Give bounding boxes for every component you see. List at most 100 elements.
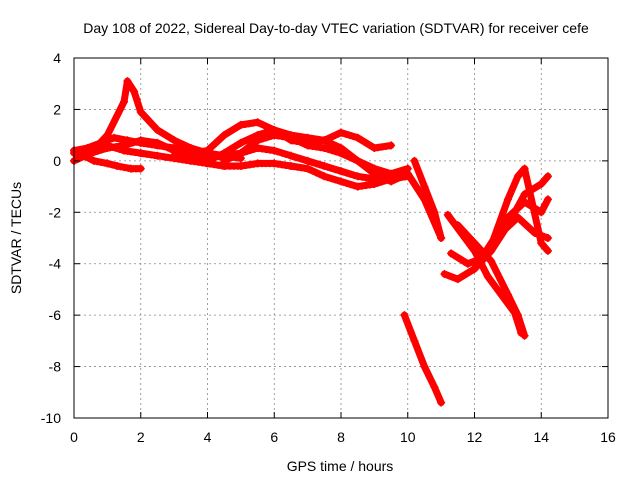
x-axis-label: GPS time / hours — [287, 458, 394, 474]
data-point — [470, 239, 479, 248]
data-point — [320, 136, 329, 145]
data-point — [387, 172, 396, 181]
y-tick-label: -4 — [49, 256, 62, 272]
data-point — [370, 164, 379, 173]
data-point — [483, 272, 492, 281]
data-point — [480, 249, 489, 258]
data-point — [90, 156, 99, 165]
data-point — [513, 213, 522, 222]
data-point — [153, 138, 162, 147]
data-point — [410, 156, 419, 165]
data-point — [270, 159, 279, 168]
x-tick-labels: 0 2 4 6 8 10 12 14 16 — [70, 429, 616, 445]
data-point — [503, 290, 512, 299]
data-point — [437, 398, 446, 407]
series-line — [204, 126, 395, 165]
data-point — [543, 195, 552, 204]
data-point — [130, 87, 139, 96]
data-point — [437, 234, 446, 242]
data-point — [420, 362, 429, 371]
y-tick-label: 4 — [53, 50, 61, 66]
data-point — [337, 149, 345, 158]
y-axis-label: SDTVAR / TECUs — [8, 182, 24, 294]
data-point — [520, 331, 529, 340]
tick-marks — [73, 57, 609, 419]
data-point — [136, 108, 145, 116]
data-point — [303, 133, 312, 142]
data-point — [126, 164, 135, 173]
data-point — [353, 172, 362, 181]
data-point — [270, 146, 279, 155]
series-line — [410, 157, 445, 242]
data-point — [443, 210, 452, 219]
data-point — [270, 131, 279, 140]
data-point — [96, 138, 105, 147]
data-point — [503, 195, 512, 204]
y-tick-label: -10 — [41, 410, 61, 426]
data-point — [487, 257, 496, 266]
data-point — [286, 133, 295, 142]
data-point — [353, 182, 362, 191]
data-point — [136, 164, 145, 173]
data-point — [387, 141, 396, 150]
data-point — [520, 198, 529, 206]
data-point — [186, 156, 195, 165]
data-point — [440, 270, 449, 278]
data-point — [136, 149, 145, 158]
data-point — [353, 133, 362, 142]
data-point — [86, 149, 95, 158]
data-point — [420, 182, 429, 191]
data-point — [503, 213, 512, 222]
data-point — [120, 97, 129, 106]
data-point — [370, 174, 379, 183]
x-tick-label: 0 — [70, 429, 78, 445]
data-point — [253, 118, 262, 127]
series-sat-q — [480, 213, 552, 258]
data-point — [103, 141, 112, 150]
data-point — [253, 136, 262, 145]
data-point — [513, 311, 522, 320]
data-point — [497, 290, 506, 299]
data-point — [236, 138, 245, 147]
data-point — [170, 151, 179, 160]
data-point — [286, 162, 295, 170]
data-point — [353, 156, 362, 165]
data-point — [537, 208, 546, 217]
series-marker-band — [443, 178, 549, 283]
series-sat-i — [220, 144, 396, 183]
data-point — [113, 162, 122, 170]
x-tick-label: 14 — [533, 429, 549, 445]
data-point — [110, 133, 119, 142]
data-point — [410, 336, 419, 345]
data-point — [337, 177, 345, 186]
data-point — [203, 154, 212, 163]
data-point — [286, 151, 295, 160]
data-point — [220, 156, 229, 165]
data-point — [186, 149, 195, 158]
data-point — [543, 234, 552, 242]
series-layer — [70, 77, 552, 407]
y-tick-label: 0 — [53, 153, 61, 169]
y-tick-label: -8 — [49, 359, 62, 375]
data-point — [220, 131, 229, 140]
data-point — [430, 208, 439, 217]
data-point — [497, 228, 506, 237]
data-point — [170, 136, 179, 145]
series-marker-band — [403, 317, 442, 407]
chart-title: Day 108 of 2022, Sidereal Day-to-day VTE… — [83, 20, 589, 36]
data-point — [123, 77, 132, 86]
data-point — [153, 126, 162, 134]
x-tick-label: 16 — [600, 429, 616, 445]
data-point — [530, 228, 539, 237]
data-point — [470, 264, 479, 273]
y-tick-label: 2 — [53, 101, 61, 117]
data-point — [337, 128, 345, 137]
data-point — [403, 164, 412, 173]
series-marker-band — [413, 163, 442, 242]
data-point — [303, 141, 312, 150]
data-point — [303, 156, 312, 165]
data-point — [253, 144, 262, 152]
data-point — [136, 136, 145, 145]
x-tick-label: 6 — [270, 429, 278, 445]
